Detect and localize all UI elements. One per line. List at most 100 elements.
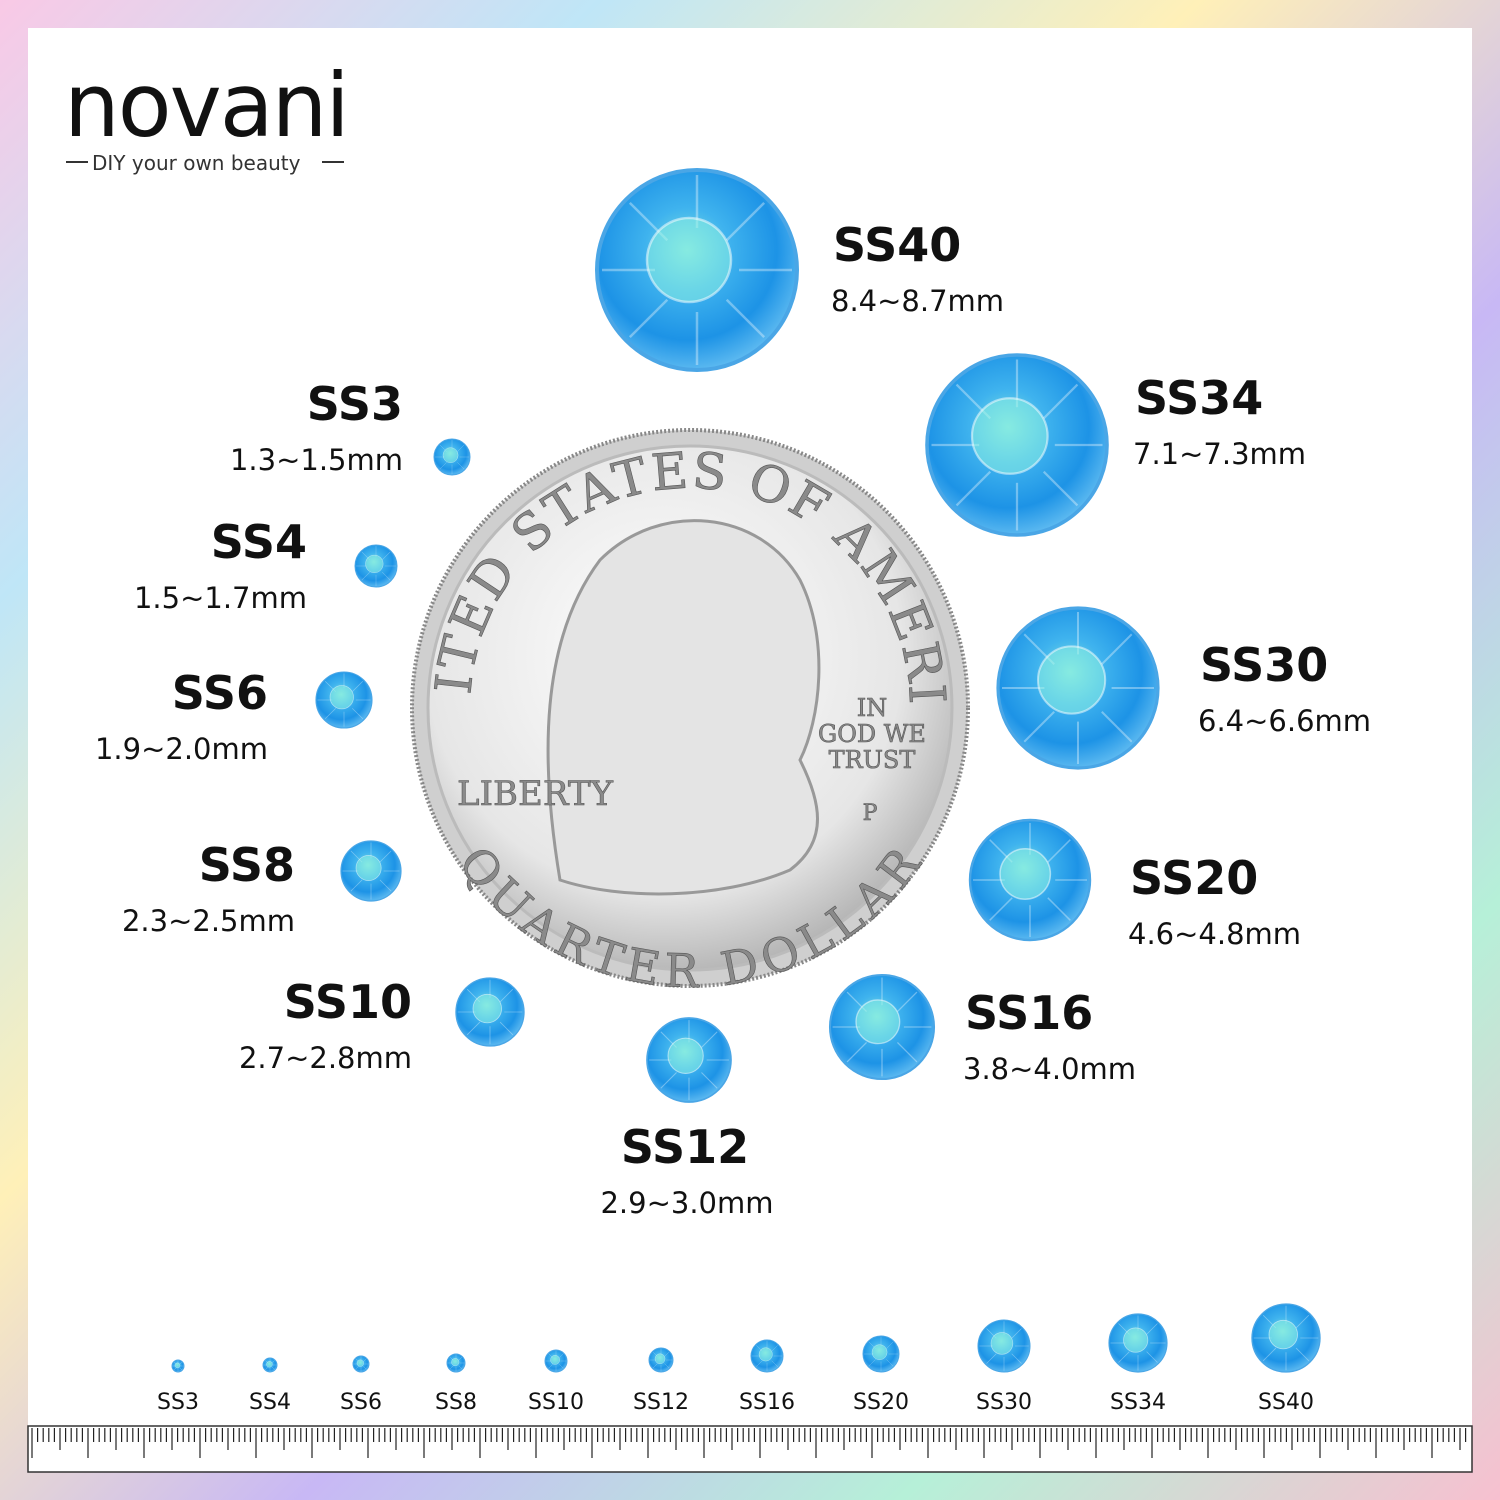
table-facet [667, 1037, 704, 1074]
facet [271, 1366, 275, 1370]
facet [559, 1364, 564, 1369]
facet [559, 1353, 564, 1358]
rhinestone [446, 1353, 466, 1373]
facet [701, 1072, 718, 1089]
facet [664, 1363, 670, 1369]
facet [701, 1031, 718, 1048]
rhinestone [171, 1359, 185, 1373]
facet [1011, 1353, 1022, 1364]
facet [725, 201, 766, 242]
facet [1023, 711, 1055, 743]
rhinestone [977, 1319, 1031, 1373]
table-facet [654, 1353, 666, 1365]
size-range: 1.3~1.5mm [230, 443, 403, 477]
size-label: SS3 [307, 377, 403, 431]
facet [271, 1360, 275, 1364]
facet [846, 1041, 868, 1063]
scale-label: SS4 [249, 1390, 291, 1415]
facet [355, 1366, 359, 1370]
rhinestone [828, 973, 936, 1081]
facet [1146, 1323, 1158, 1335]
size-range: 1.9~2.0mm [95, 732, 268, 766]
size-label: SS8 [199, 838, 295, 892]
rhinestone [354, 544, 398, 588]
motto: IN [857, 694, 887, 722]
table-facet [970, 397, 1049, 475]
facet [989, 897, 1013, 921]
table-facet [758, 1347, 773, 1362]
facet [352, 708, 364, 720]
scale-label: SS6 [340, 1390, 382, 1415]
facet [1047, 897, 1071, 921]
rhinestone [1251, 1303, 1321, 1373]
table-facet [442, 447, 459, 464]
rhinestone [996, 606, 1160, 770]
motto: TRUST [829, 746, 916, 774]
table-facet [329, 685, 354, 710]
size-label: SS16 [965, 986, 1093, 1040]
table-facet [174, 1362, 181, 1369]
scale-label: SS10 [528, 1390, 584, 1415]
facet [458, 1365, 463, 1370]
facet [173, 1367, 177, 1371]
facet [1295, 1347, 1310, 1362]
scale-label: SS30 [976, 1390, 1032, 1415]
facet [628, 298, 669, 339]
facet [1042, 470, 1079, 507]
facet [886, 1341, 894, 1349]
ruler-body [27, 1425, 1473, 1473]
facet [265, 1366, 269, 1370]
size-label: SS34 [1135, 371, 1263, 425]
facet [868, 1359, 876, 1367]
facet [1118, 1351, 1130, 1363]
tagline: DIY your own beauty [92, 151, 301, 175]
facet [652, 1363, 658, 1369]
facet [1047, 839, 1071, 863]
table-facet [1037, 645, 1107, 715]
table-facet [1268, 1319, 1298, 1350]
rhinestone [595, 168, 799, 372]
facet [324, 708, 336, 720]
facet [352, 680, 364, 692]
scale-label: SS20 [853, 1390, 909, 1415]
facet [382, 551, 391, 560]
rhinestone [925, 353, 1109, 537]
rhinestone [646, 1017, 732, 1103]
size-label: SS30 [1200, 638, 1328, 692]
scale-label: SS16 [739, 1390, 795, 1415]
size-range: 2.7~2.8mm [239, 1041, 412, 1075]
size-range: 1.5~1.7mm [134, 581, 307, 615]
facet [725, 298, 766, 339]
size-label: SS40 [833, 218, 961, 272]
facet [1101, 711, 1133, 743]
facet [499, 1021, 514, 1036]
facet [457, 444, 465, 452]
rhinestone [262, 1357, 278, 1373]
table-facet [355, 855, 382, 881]
facet [179, 1367, 183, 1371]
table-facet [871, 1344, 888, 1361]
facet [886, 1359, 894, 1367]
size-range: 2.9~3.0mm [600, 1186, 773, 1220]
facet [1011, 1328, 1022, 1339]
rhinestone [750, 1339, 784, 1373]
facet [896, 991, 918, 1013]
table-facet [550, 1355, 560, 1365]
table-facet [356, 1359, 364, 1367]
size-range: 2.3~2.5mm [122, 904, 295, 938]
table-facet [365, 554, 384, 573]
rhinestone [352, 1355, 370, 1373]
facet [458, 1356, 463, 1361]
facet [457, 462, 465, 470]
table-facet [451, 1358, 460, 1367]
size-label: SS10 [284, 975, 412, 1029]
scale-label: SS34 [1110, 1390, 1166, 1415]
facet [361, 572, 370, 581]
mint-mark: P [863, 801, 878, 826]
table-facet [855, 999, 901, 1045]
size-range: 6.4~6.6mm [1198, 704, 1371, 738]
facet [466, 1021, 481, 1036]
motto: GOD WE [818, 720, 926, 748]
rhinestone [862, 1335, 900, 1373]
